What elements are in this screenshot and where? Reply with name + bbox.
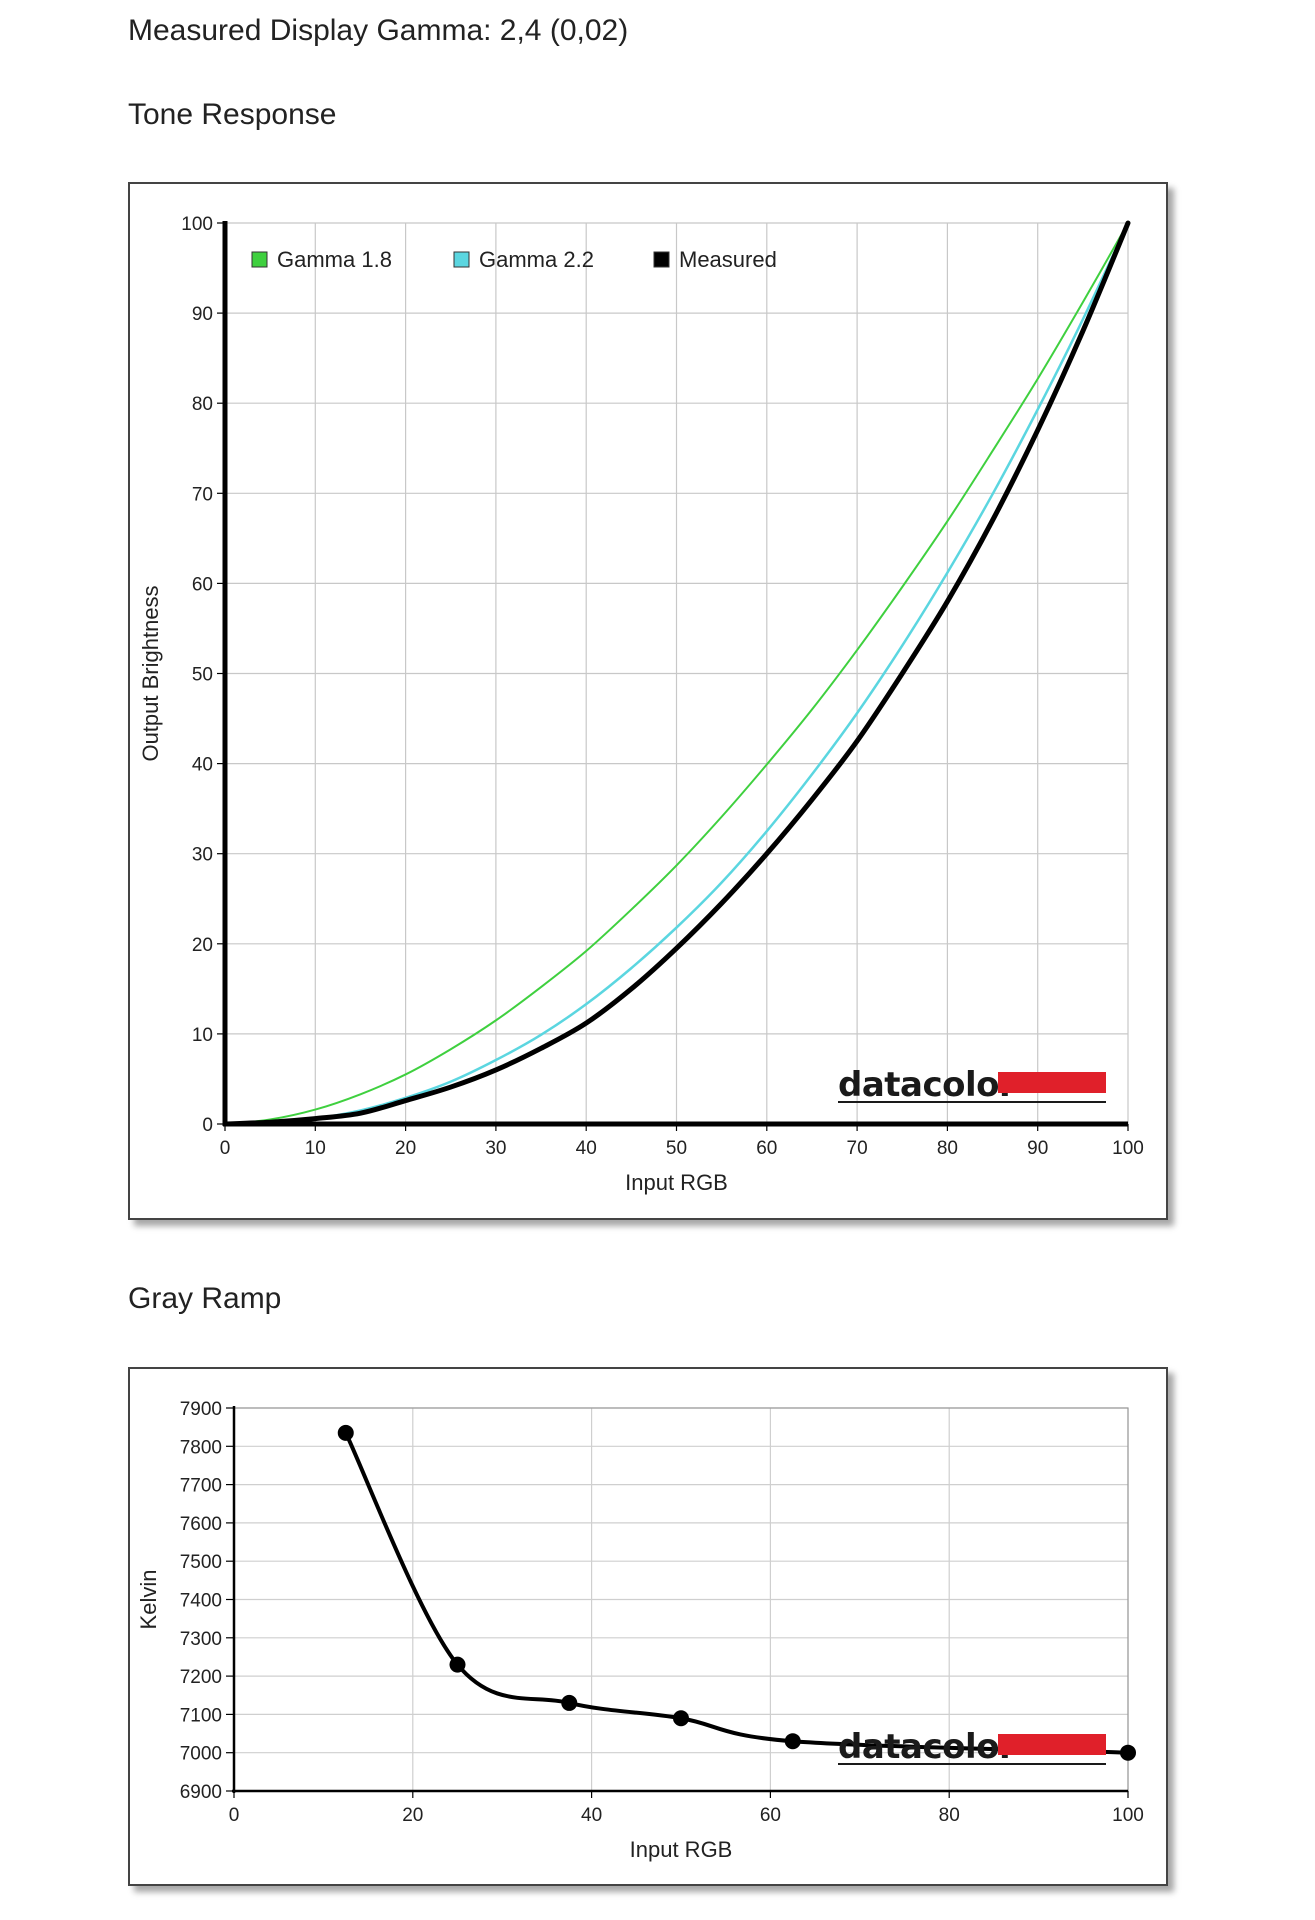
x-tick-label: 100 <box>1112 1805 1144 1826</box>
y-tick-label: 30 <box>192 845 213 866</box>
x-tick-label: 20 <box>395 1138 416 1159</box>
y-tick-label: 7400 <box>180 1591 222 1612</box>
y-tick-label: 50 <box>192 665 213 686</box>
x-tick-label: 40 <box>576 1138 597 1159</box>
legend-label-gamma-2-2: Gamma 2.2 <box>479 247 594 272</box>
series-line-kelvin <box>343 1432 1129 1755</box>
data-point <box>1120 1744 1136 1761</box>
y-tick-label: 60 <box>192 574 213 595</box>
datacolor-logo-bar <box>998 1734 1106 1755</box>
y-tick-label: 7700 <box>180 1476 222 1497</box>
y-tick-label: 7000 <box>180 1744 222 1765</box>
data-point <box>337 1424 354 1441</box>
legend-swatch-gamma-2-2 <box>453 251 470 268</box>
y-tick-label: 7600 <box>180 1514 222 1535</box>
y-tick-label: 20 <box>192 935 213 956</box>
series-line-measured <box>222 220 1131 1127</box>
gray-ramp-chart: 0 20 40 60 80 100 6900 7000 7100 7200 7300 7400 7500… <box>136 1399 1144 1862</box>
tone-response-chart: 0 10 20 30 40 50 60 70 80 90 100 0 10 20 30 40 50 60 70 80 9… <box>138 214 1144 1195</box>
x-tick-label: 80 <box>939 1805 960 1826</box>
datacolor-logo-text: datacolor <box>838 1727 1016 1767</box>
y-tick-label: 40 <box>192 755 213 776</box>
y-axis-title: Kelvin <box>136 1570 161 1630</box>
x-tick-label: 10 <box>305 1138 326 1159</box>
x-tick-label: 60 <box>756 1138 777 1159</box>
legend-swatch-measured <box>653 251 670 268</box>
y-tick-label: 10 <box>192 1025 213 1046</box>
series-line-gamma-1-8 <box>224 222 1129 1125</box>
legend-label-measured: Measured <box>679 247 777 272</box>
x-tick-label: 80 <box>937 1138 958 1159</box>
x-tick-label: 40 <box>581 1805 602 1826</box>
legend-swatch-gamma-1-8 <box>251 251 268 268</box>
y-tick-label: 7100 <box>180 1705 222 1726</box>
datacolor-logo: datacolor <box>838 1065 1106 1105</box>
x-tick-label: 0 <box>229 1805 240 1826</box>
x-axis-title: Input RGB <box>630 1837 733 1862</box>
legend-label-gamma-1-8: Gamma 1.8 <box>277 247 392 272</box>
y-axis-title: Output Brightness <box>138 585 163 761</box>
datacolor-logo-text: datacolor <box>838 1065 1016 1105</box>
x-tick-label: 30 <box>485 1138 506 1159</box>
y-tick-label: 6900 <box>180 1782 222 1803</box>
y-tick-label: 90 <box>192 304 213 325</box>
y-tick-label: 7900 <box>180 1399 222 1420</box>
y-tick-label: 7500 <box>180 1552 222 1573</box>
tone-response-chart-panel: 0 10 20 30 40 50 60 70 80 90 100 0 10 20 30 40 50 60 70 80 9… <box>128 182 1168 1220</box>
data-point <box>673 1710 689 1727</box>
x-tick-label: 0 <box>220 1138 231 1159</box>
y-tick-label: 7800 <box>180 1437 222 1458</box>
x-tick-label: 20 <box>402 1805 423 1826</box>
y-tick-label: 100 <box>181 214 213 235</box>
datacolor-logo: datacolor <box>838 1727 1106 1767</box>
x-tick-label: 100 <box>1112 1138 1144 1159</box>
x-tick-label: 90 <box>1027 1138 1048 1159</box>
y-tick-label: 7200 <box>180 1667 222 1688</box>
gray-ramp-heading: Gray Ramp <box>128 1282 282 1315</box>
data-point <box>561 1694 578 1711</box>
x-tick-label: 60 <box>760 1805 781 1826</box>
datacolor-logo-bar <box>998 1072 1106 1093</box>
data-point <box>449 1656 466 1673</box>
y-tick-label: 80 <box>192 394 213 415</box>
x-tick-label: 50 <box>666 1138 687 1159</box>
x-tick-label: 70 <box>847 1138 868 1159</box>
tone-response-heading: Tone Response <box>128 98 337 131</box>
x-axis-title: Input RGB <box>625 1170 728 1195</box>
y-tick-label: 0 <box>202 1115 213 1136</box>
y-tick-label: 70 <box>192 484 213 505</box>
measured-gamma-heading: Measured Display Gamma: 2,4 (0,02) <box>128 14 629 47</box>
data-point <box>784 1733 801 1750</box>
gray-ramp-chart-panel: 0 20 40 60 80 100 6900 7000 7100 7200 7300 7400 7500… <box>128 1367 1168 1886</box>
y-tick-label: 7300 <box>180 1629 222 1650</box>
